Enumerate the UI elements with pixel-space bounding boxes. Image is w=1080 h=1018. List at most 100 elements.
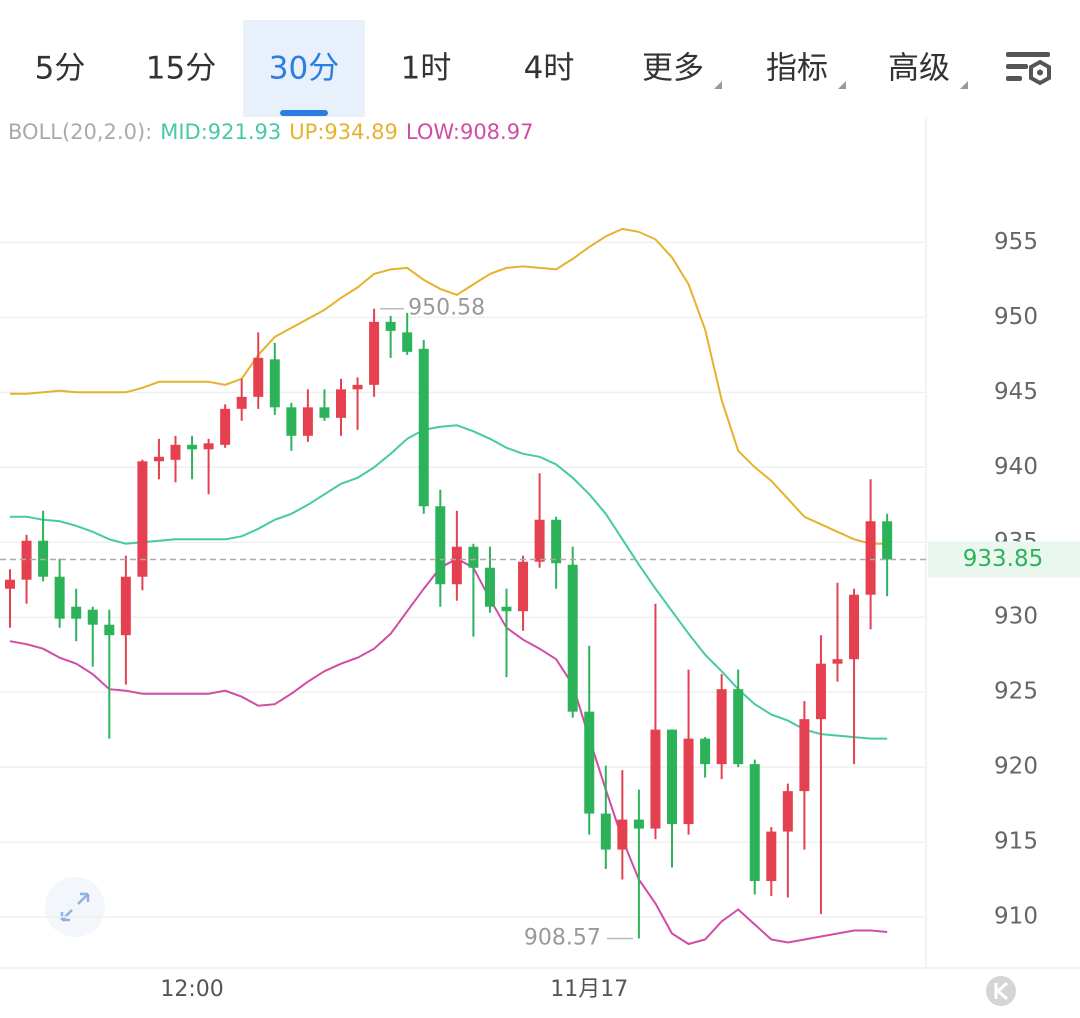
candle-body (104, 624, 115, 636)
candle-body (683, 738, 694, 825)
tab-label: 高级 (888, 51, 950, 87)
candle-body (518, 561, 529, 612)
candle-body (716, 689, 727, 765)
candle-body (633, 819, 644, 829)
candle-body (584, 711, 595, 814)
y-tick-label: 915 (994, 829, 1038, 855)
candle-body (468, 546, 479, 568)
candle-body (286, 407, 297, 436)
candle-body (617, 819, 628, 850)
y-tick-label: 910 (994, 904, 1038, 930)
y-tick-label: 925 (994, 679, 1038, 705)
y-tick-label: 955 (994, 229, 1038, 255)
candle-body (369, 321, 380, 385)
candle-body (600, 813, 611, 850)
candle-body (435, 506, 446, 585)
candle-body (799, 719, 810, 792)
tab-label: 指标 (766, 51, 828, 87)
candle-body (865, 521, 876, 595)
y-tick-label: 940 (994, 454, 1038, 480)
candle-body (336, 389, 346, 418)
dropdown-arrow (838, 81, 846, 89)
tab[interactable]: 更多 (642, 51, 722, 90)
dropdown-arrow (714, 81, 722, 89)
boll-line (9, 557, 888, 946)
tab-label: 1时 (401, 51, 452, 87)
expand-icon (60, 892, 90, 922)
candle-body (733, 689, 744, 765)
candle-body (71, 606, 82, 619)
icon-hex (1029, 59, 1051, 86)
candle-body (402, 332, 413, 352)
legend-entry: MID:921.93 (160, 120, 281, 144)
tab[interactable]: 指标 (766, 51, 846, 90)
candle-body (120, 576, 131, 636)
tab-bar (0, 0, 1080, 118)
candle-body (849, 594, 860, 660)
y-tick-label: 930 (994, 604, 1038, 630)
candle-body (782, 791, 793, 832)
k-icon (994, 981, 1008, 1001)
tab[interactable]: 1时 (401, 51, 452, 87)
candle-body (749, 764, 760, 882)
tab[interactable]: 15分 (146, 51, 216, 87)
candle-body (534, 519, 545, 562)
icon-bar (1006, 64, 1028, 69)
candle-body (567, 564, 578, 712)
candle-body (700, 738, 711, 765)
candle-body (451, 546, 462, 585)
candle-body (203, 443, 214, 450)
candle-body (484, 567, 495, 607)
candle-body (170, 444, 181, 460)
candle-body (352, 384, 363, 390)
candle-body (815, 663, 826, 720)
min-label: 908.57 (524, 925, 601, 950)
indicator-legend: BOLL(20,2.0): MID:921.93 UP:934.89 LOW:908.… (8, 120, 533, 144)
candle-body (319, 407, 330, 418)
y-tick-label: 950 (994, 304, 1038, 330)
candle-body (650, 729, 661, 829)
max-label: 950.58 (408, 296, 485, 321)
candle-body (137, 461, 148, 577)
boll-line (10, 227, 888, 545)
icon-bar (1006, 76, 1022, 81)
candle-body (54, 576, 65, 619)
candle-body (766, 831, 777, 882)
settings-icon[interactable] (1006, 52, 1051, 86)
last-price-box (928, 541, 1080, 578)
candle-body (385, 321, 396, 331)
candle-body (302, 407, 313, 436)
k-button[interactable] (986, 976, 1016, 1006)
y-tick-label: 945 (994, 379, 1038, 405)
candle-body (21, 540, 32, 580)
candle-body (236, 396, 247, 409)
legend-entry: UP:934.89 (289, 120, 398, 144)
tab[interactable]: 5分 (35, 51, 86, 87)
candle-body (882, 521, 893, 560)
candle-body (187, 444, 198, 450)
button-bg (45, 877, 105, 937)
candle-body (418, 348, 429, 507)
candle-body (667, 729, 677, 825)
candle-body (253, 357, 264, 397)
last-price-label: 933.85 (963, 546, 1043, 572)
tab[interactable]: 高级 (888, 51, 968, 90)
tab-label: 30分 (269, 51, 339, 87)
candle-body (87, 609, 98, 625)
icon-bar (1006, 52, 1050, 57)
tab-highlight (243, 20, 365, 117)
legend-entry: LOW:908.97 (406, 120, 534, 144)
expand-button[interactable] (45, 877, 105, 937)
candle-body (220, 408, 231, 445)
tab-label: 5分 (35, 51, 86, 87)
candle-body (153, 456, 164, 462)
candle-body (5, 579, 15, 589)
tab-label: 更多 (642, 51, 704, 87)
candle-body (501, 606, 512, 612)
button-bg (986, 976, 1016, 1006)
tab[interactable]: 30分 (243, 20, 365, 117)
tab[interactable]: 4时 (524, 51, 575, 87)
x-tick-label: 12:00 (160, 977, 223, 1002)
